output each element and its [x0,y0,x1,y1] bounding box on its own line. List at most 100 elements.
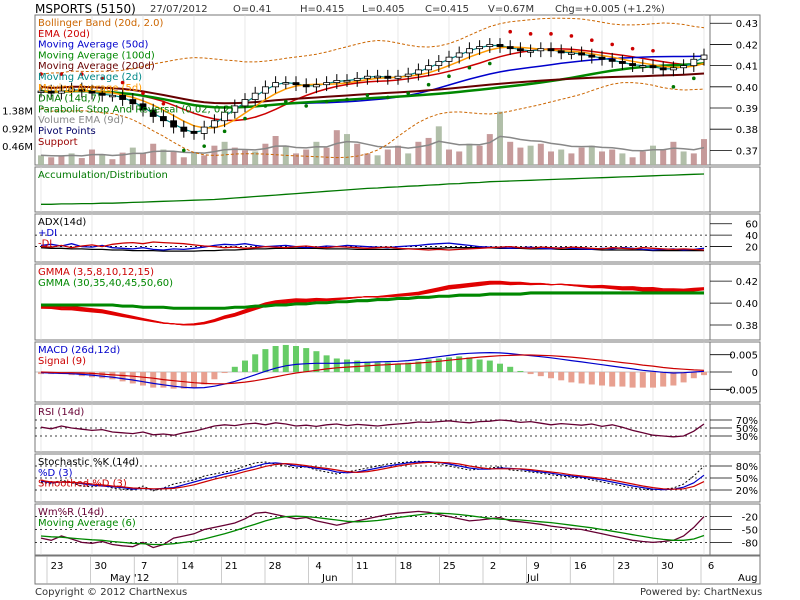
quote-change: Chg=+0.005 (+1.2%) [555,4,665,15]
candle-body [241,99,249,107]
volume-bar [456,151,463,165]
quote-low: L=0.405 [362,4,405,15]
signal-line [40,354,705,385]
macd-histogram-bar [670,372,677,386]
macd-histogram-bar [588,372,595,385]
sar-dot [630,46,635,51]
y-tick-label: -50 [742,526,758,537]
candle-body [619,60,626,64]
x-day-label: 25 [443,561,456,572]
symbol-title: MSPORTS (5150) [35,2,136,16]
volume-bar [272,136,279,165]
volume-bar [507,141,514,165]
legend-entry: Bollinger Band (20d, 2.0) [38,18,164,29]
candle-body [547,48,555,52]
macd-histogram-bar [201,372,208,385]
volume-bar [629,157,636,165]
panel-accumulation_distribution: Accumulation/Distribution [34,166,761,213]
macd-histogram-bar [109,372,116,380]
sar-dot [488,61,492,66]
x-day-label: 28 [269,561,282,572]
macd-histogram-bar [405,362,412,372]
sar-dot [161,101,166,106]
volume-bar [650,145,656,165]
y-tick-label: 30% [736,432,758,443]
candle-body [129,99,137,105]
volume-tick-label: 1.38M [2,107,33,118]
candle-body [425,65,433,71]
macd-histogram-bar [180,372,187,389]
candle-body [374,75,382,79]
macd-histogram-bar [333,358,340,372]
volume-bar [558,149,565,165]
candle-body [445,56,453,62]
volume-bar [323,147,330,165]
candle-body [404,73,412,77]
candle-body [557,50,565,54]
volume-bar [344,134,350,165]
y-tick-label: 0.41 [736,62,758,73]
macd-histogram-bar [99,372,106,379]
candle-body [292,82,300,86]
macd-histogram-bar [558,372,565,381]
y-tick-label: 0.005 [729,351,758,362]
sar-dot [549,32,553,36]
candle-body [312,84,320,88]
candle-body [58,90,65,94]
y-tick-label: 0.38 [736,125,758,136]
bollinger-lower-line [40,82,705,159]
macd-histogram-bar [629,372,636,388]
legend-entry: MACD (26d,12d) [38,345,120,356]
volume-bar [527,145,534,165]
sar-dot [141,91,145,95]
volume-bar [395,145,401,165]
volume-bar [150,143,157,165]
candle-body [200,126,208,134]
volume-bar [548,151,554,165]
volume-bar [201,155,208,165]
volume-bar [568,153,575,165]
sar-dot [243,116,247,121]
volume-bar [670,141,677,165]
macd-histogram-bar [486,360,493,372]
candle-body [180,126,188,132]
macd-histogram-bar [293,346,299,372]
x-day-label: 30 [94,561,107,572]
panel-gmma: 0.42 0.40 0.38 GMMA (3,5,8,10,12,15)GMMA (3… [34,263,761,341]
legend-entry: Moving Average (100d) [38,50,155,61]
legend-entry: +DI [38,228,57,239]
macd-line [40,351,705,389]
sar-dot [467,65,472,70]
volume-bar [599,151,605,165]
volume-bar [262,143,269,165]
x-month-label: Jun [321,573,338,584]
sar-dot [508,29,512,34]
y-tick-label: 0.40 [736,83,758,94]
legend-entry: GMMA (3,5,8,10,12,15) [38,267,154,278]
panel-frame [34,213,761,263]
volume-bar [680,151,687,165]
volume-bar [354,143,361,165]
volume-bar [466,143,473,165]
candle-body [537,48,545,52]
legend-entry: Parabolic Stop And Reversal (0.02, 0.2) [38,104,234,115]
y-tick-label: 20 [745,243,758,254]
panel-frame [34,166,761,213]
legend-entry: Support [38,137,78,148]
quote-open: O=0.41 [233,4,272,15]
volume-bar [160,149,167,165]
legend-entry: -DI [38,239,52,250]
volume-bar [364,153,371,165]
volume-bar [221,141,228,165]
sar-dot [59,72,64,76]
y-tick-label: 60 [745,220,758,231]
macd-histogram-bar [303,348,310,372]
volume-bar [109,159,116,165]
volume-bar [252,151,259,165]
candle-body [159,116,167,122]
x-day-label: 23 [51,561,64,572]
chart-header: MSPORTS (5150) 27/07/2012 O=0.41 H=0.415… [35,2,665,16]
candle-body [496,44,504,47]
